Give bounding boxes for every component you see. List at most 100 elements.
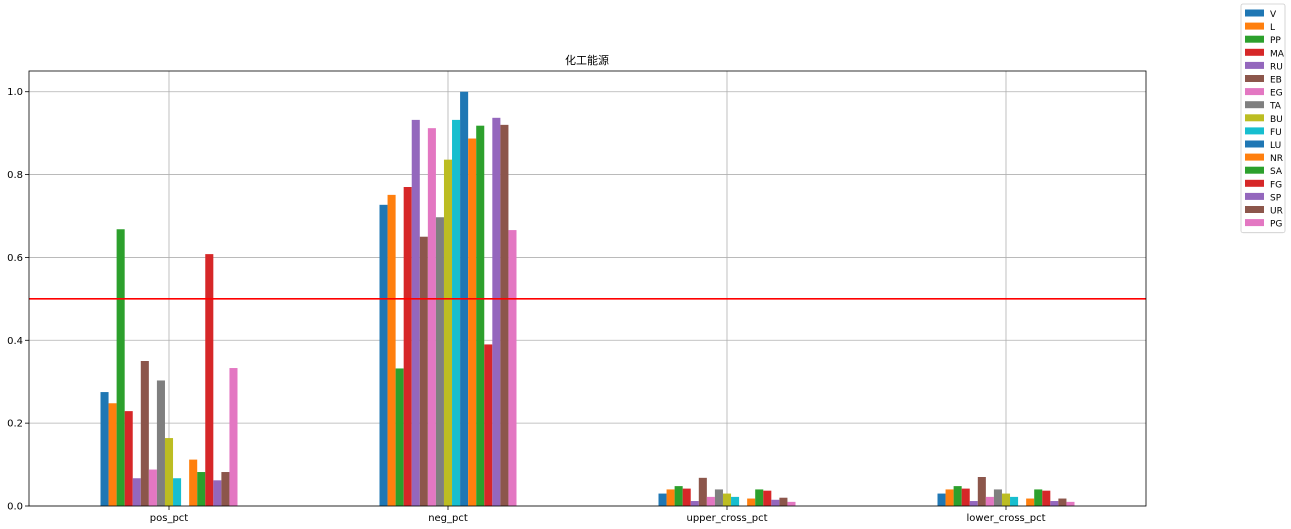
legend-label: NR — [1270, 154, 1283, 164]
bar-SA-neg_pct — [476, 125, 485, 506]
bar-FU-lower_cross_pct — [1010, 496, 1019, 506]
legend-label: LU — [1270, 141, 1281, 151]
legend-swatch — [1245, 192, 1264, 200]
bar-FG-upper_cross_pct — [763, 490, 772, 506]
bar-SP-neg_pct — [492, 117, 501, 507]
bar-FG-lower_cross_pct — [1042, 490, 1051, 506]
bar-PP-lower_cross_pct — [953, 486, 962, 506]
y-tick-label: 0.4 — [7, 336, 23, 347]
bar-TA-pos_pct — [156, 380, 165, 506]
legend-label: SP — [1270, 193, 1282, 203]
legend-label: FG — [1270, 180, 1282, 190]
bar-TA-lower_cross_pct — [993, 489, 1002, 506]
legend-swatch — [1245, 9, 1264, 17]
bar-MA-pos_pct — [124, 411, 133, 506]
bars-layer — [100, 91, 1075, 507]
bar-SA-upper_cross_pct — [755, 489, 764, 506]
legend-swatch — [1245, 61, 1264, 69]
bar-RU-lower_cross_pct — [969, 501, 978, 506]
bar-L-neg_pct — [387, 194, 396, 506]
bar-PG-upper_cross_pct — [787, 501, 796, 506]
bar-UR-neg_pct — [500, 124, 509, 506]
bar-FG-pos_pct — [205, 254, 214, 506]
bar-V-pos_pct — [100, 392, 109, 506]
bar-L-lower_cross_pct — [945, 489, 954, 506]
bar-RU-pos_pct — [132, 478, 141, 506]
bar-BU-neg_pct — [443, 159, 453, 506]
bar-RU-upper_cross_pct — [690, 501, 699, 506]
bar-PP-neg_pct — [395, 368, 404, 506]
bar-TA-upper_cross_pct — [714, 489, 723, 506]
bar-EB-neg_pct — [419, 236, 428, 506]
bar-NR-lower_cross_pct — [1026, 498, 1035, 506]
legend-swatch — [1245, 206, 1264, 213]
bar-FU-neg_pct — [452, 119, 461, 506]
chart-title: 化工能源 — [565, 53, 609, 67]
legend-label: TA — [1269, 102, 1282, 112]
bar-PG-lower_cross_pct — [1066, 501, 1075, 506]
legend-swatch — [1245, 88, 1264, 96]
bar-PG-neg_pct — [508, 230, 517, 507]
bar-V-upper_cross_pct — [658, 493, 667, 506]
bar-V-lower_cross_pct — [937, 493, 946, 506]
bar-EB-lower_cross_pct — [977, 477, 986, 506]
legend-label: RU — [1270, 62, 1283, 72]
legend-swatch — [1245, 166, 1264, 174]
bar-SP-upper_cross_pct — [771, 499, 780, 506]
y-tick-label: 0.0 — [7, 502, 23, 513]
y-tick-label: 1.0 — [7, 87, 23, 98]
legend-label: EB — [1270, 76, 1282, 86]
legend-swatch — [1245, 101, 1264, 109]
legend-label: SA — [1270, 167, 1283, 177]
bar-EG-lower_cross_pct — [985, 496, 994, 506]
x-tick-label: upper_cross_pct — [687, 513, 768, 524]
legend-swatch — [1245, 22, 1264, 30]
x-tick-label: pos_pct — [150, 513, 189, 524]
bar-MA-neg_pct — [403, 187, 412, 506]
legend-label: EG — [1270, 89, 1283, 99]
legend-swatch — [1245, 153, 1264, 161]
bar-BU-upper_cross_pct — [722, 493, 732, 506]
bar-FU-pos_pct — [173, 478, 182, 506]
bar-EG-pos_pct — [148, 469, 157, 506]
bar-FU-upper_cross_pct — [731, 496, 740, 506]
legend-swatch — [1245, 75, 1264, 82]
bar-BU-lower_cross_pct — [1001, 493, 1011, 506]
plot-frame — [28, 70, 1147, 507]
bar-EB-upper_cross_pct — [698, 477, 707, 506]
legend-swatch — [1245, 35, 1264, 43]
bar-UR-pos_pct — [221, 472, 230, 506]
bar-UR-lower_cross_pct — [1058, 498, 1067, 506]
bar-TA-neg_pct — [435, 217, 444, 506]
bar-FG-neg_pct — [484, 344, 493, 506]
legend-swatch — [1245, 140, 1264, 148]
legend: VL PP MA RU EB EG TA BU FU LU NR SA FG SP UR PG — [1240, 3, 1286, 234]
bar-EG-neg_pct — [427, 128, 436, 506]
bar-EG-upper_cross_pct — [706, 496, 715, 506]
x-tick-label: lower_cross_pct — [966, 513, 1045, 524]
bar-MA-upper_cross_pct — [682, 488, 691, 506]
bar-BU-pos_pct — [164, 438, 174, 506]
y-tick-label: 0.2 — [7, 419, 23, 430]
bar-RU-neg_pct — [411, 119, 420, 506]
bar-V-neg_pct — [379, 204, 388, 507]
legend-label: V — [1270, 10, 1277, 20]
legend-swatch — [1245, 114, 1264, 122]
bar-UR-upper_cross_pct — [779, 497, 788, 506]
y-tick-label: 0.8 — [7, 170, 23, 181]
bar-NR-neg_pct — [468, 138, 477, 506]
ticks-layer: 0.0 0.2 0.4 0.6 0.8 1.0 pos_pct neg_pct upper_cr… — [7, 87, 1045, 524]
bar-SA-pos_pct — [197, 472, 206, 506]
bar-L-pos_pct — [108, 403, 117, 506]
bar-L-upper_cross_pct — [666, 489, 675, 506]
bar-NR-pos_pct — [189, 459, 198, 506]
y-tick-label: 0.6 — [7, 253, 23, 264]
legend-swatch — [1245, 219, 1264, 227]
bar-SP-lower_cross_pct — [1050, 501, 1059, 506]
legend-label: BU — [1270, 115, 1283, 125]
bar-PP-pos_pct — [116, 229, 125, 506]
legend-label: MA — [1270, 49, 1285, 59]
legend-label: FU — [1270, 128, 1282, 138]
